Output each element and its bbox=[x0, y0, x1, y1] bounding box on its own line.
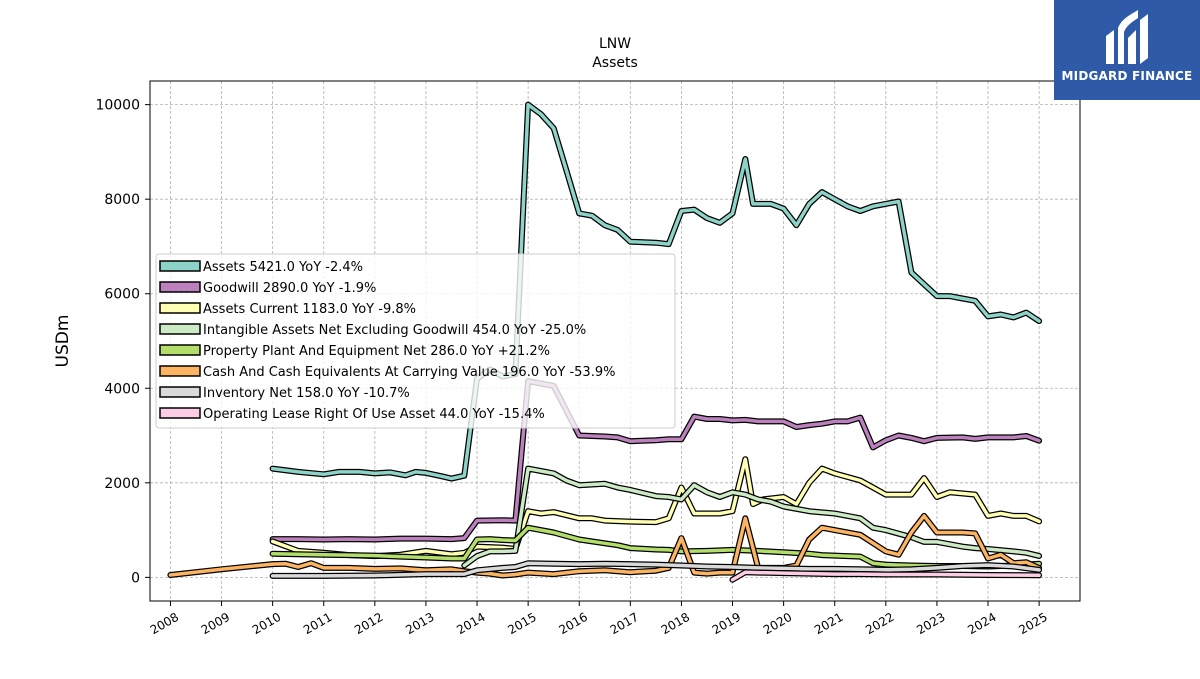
chart-title: LNW bbox=[599, 36, 631, 52]
x-tick-label: 2022 bbox=[863, 610, 896, 637]
chart-subtitle: Assets bbox=[592, 55, 638, 71]
series-line bbox=[167, 512, 1043, 579]
series-line bbox=[461, 465, 1043, 569]
x-axis: 2008 2009 2010 2011 2012 2013 2014 2015 2016 2017… bbox=[148, 601, 1050, 637]
series-line bbox=[269, 378, 1043, 543]
x-tick-label: 2012 bbox=[352, 610, 385, 637]
series-line-stroke bbox=[730, 570, 1041, 582]
x-tick-label: 2009 bbox=[199, 610, 232, 637]
legend-swatch bbox=[159, 302, 201, 314]
legend-entry: Operating Lease Right Of Use Asset 44.0 … bbox=[203, 407, 545, 422]
x-tick-label: 2020 bbox=[761, 610, 794, 637]
x-tick-label: 2019 bbox=[710, 610, 743, 637]
x-tick-label: 2008 bbox=[148, 610, 181, 637]
y-tick-label: 0 bbox=[131, 570, 140, 586]
x-tick-label: 2011 bbox=[301, 610, 334, 637]
y-axis-label: USDm bbox=[53, 315, 73, 368]
series-line-stroke bbox=[270, 561, 1041, 578]
x-tick-label: 2013 bbox=[403, 610, 436, 637]
legend: Assets 5421.0 YoY -2.4% Goodwill 2890.0 Y… bbox=[155, 253, 676, 429]
legend-entry: Inventory Net 158.0 YoY -10.7% bbox=[203, 386, 410, 401]
legend-swatch bbox=[159, 365, 201, 377]
series-line-stroke bbox=[270, 102, 1041, 481]
y-tick-label: 2000 bbox=[104, 476, 140, 492]
legend-swatch bbox=[159, 344, 201, 356]
x-tick-label: 2010 bbox=[250, 610, 283, 637]
legend-entry: Cash And Cash Equivalents At Carrying Va… bbox=[203, 365, 615, 380]
series-line bbox=[269, 456, 1043, 560]
x-tick-label: 2024 bbox=[965, 610, 998, 637]
series-line-stroke bbox=[270, 525, 1041, 569]
legend-swatch bbox=[159, 323, 201, 335]
x-tick-label: 2018 bbox=[659, 610, 692, 637]
legend-swatch bbox=[159, 260, 201, 272]
legend-entry: Assets 5421.0 YoY -2.4% bbox=[203, 260, 363, 275]
legend-entry: Intangible Assets Net Excluding Goodwill… bbox=[203, 323, 586, 338]
brand-mark-icon bbox=[1106, 10, 1148, 64]
x-tick-label: 2021 bbox=[812, 610, 845, 637]
legend-swatch bbox=[159, 386, 201, 398]
x-tick-label: 2016 bbox=[557, 610, 590, 637]
y-tick-label: 8000 bbox=[104, 192, 140, 208]
series-line bbox=[269, 560, 1043, 579]
series-line-stroke bbox=[462, 466, 1041, 568]
x-tick-label: 2014 bbox=[454, 610, 487, 637]
series-lines bbox=[167, 101, 1043, 583]
y-axis: 0 2000 4000 6000 8000 10000 bbox=[95, 98, 150, 586]
series-line bbox=[269, 101, 1043, 482]
legend-swatch bbox=[159, 281, 201, 293]
x-tick-label: 2015 bbox=[505, 610, 538, 637]
x-tick-label: 2023 bbox=[914, 610, 947, 637]
y-tick-label: 10000 bbox=[95, 98, 140, 114]
series-line-stroke bbox=[270, 457, 1041, 558]
x-tick-label: 2017 bbox=[608, 610, 641, 637]
legend-entry: Assets Current 1183.0 YoY -9.8% bbox=[203, 302, 416, 317]
brand-logo: MIDGARD FINANCE bbox=[1054, 0, 1200, 100]
series-line-outline bbox=[269, 524, 1043, 570]
y-tick-label: 4000 bbox=[104, 381, 140, 397]
series-line bbox=[269, 524, 1043, 570]
legend-swatch bbox=[159, 407, 201, 419]
legend-box bbox=[155, 253, 676, 429]
legend-entry: Property Plant And Equipment Net 286.0 Y… bbox=[203, 344, 550, 359]
y-tick-label: 6000 bbox=[104, 287, 140, 303]
x-tick-label: 2025 bbox=[1016, 610, 1049, 637]
series-line-stroke bbox=[270, 379, 1041, 542]
series-line-stroke bbox=[168, 514, 1041, 578]
brand-name: MIDGARD FINANCE bbox=[1061, 69, 1193, 83]
series-line bbox=[729, 569, 1043, 583]
plot-frame bbox=[149, 80, 1081, 602]
legend-entry: Goodwill 2890.0 YoY -1.9% bbox=[203, 281, 376, 296]
